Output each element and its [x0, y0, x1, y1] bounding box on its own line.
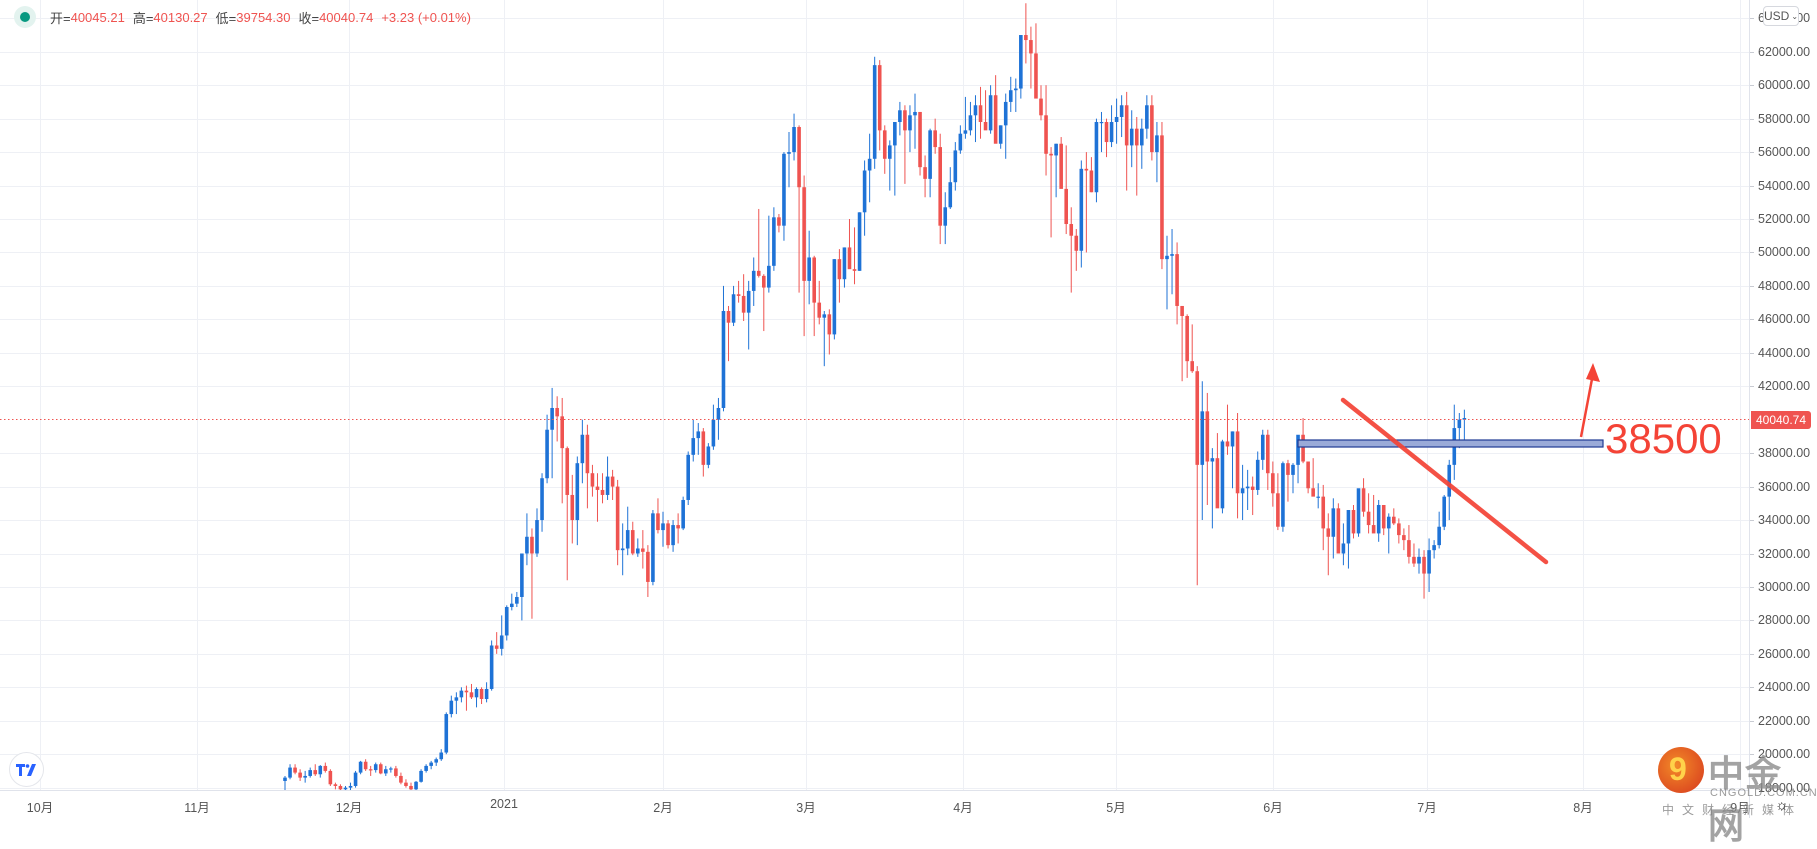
low-label: 低=: [215, 10, 237, 26]
ohlc-legend: 开= 40045.21 高= 40130.27 低= 39754.30 收= 40040…: [14, 6, 479, 28]
time-tick-label: 12月: [335, 801, 363, 815]
price-tick-label: 52000.00: [1758, 211, 1811, 226]
open-label: 开=: [50, 10, 71, 26]
price-tick-label: 32000.00: [1758, 546, 1811, 561]
price-tick-label: 26000.00: [1758, 646, 1811, 661]
time-tick-label: 4月: [953, 801, 973, 815]
change-value: +3.23 (+0.01%): [381, 9, 471, 25]
tradingview-logo[interactable]: [9, 752, 44, 787]
time-tick-label: 6月: [1263, 801, 1283, 815]
currency-selector-button[interactable]: USD ⌄: [1763, 6, 1799, 26]
drawing-overlays: [0, 363, 1749, 565]
candlestick-chart[interactable]: [0, 0, 1817, 818]
time-tick-label: 3月: [796, 801, 816, 815]
currency-label: USD: [1763, 9, 1790, 23]
price-tick-label: 44000.00: [1758, 345, 1811, 360]
time-tick-label: 2021: [490, 797, 518, 811]
grid-lines: [0, 0, 1754, 790]
close-value: 40040.74: [319, 9, 374, 25]
price-tick-label: 28000.00: [1758, 612, 1811, 627]
price-tick-label: 18000.00: [1758, 780, 1811, 795]
time-tick-label: 5月: [1106, 801, 1126, 815]
time-tick-label: 7月: [1417, 801, 1437, 815]
last-price-label: 40040.74: [1751, 411, 1811, 429]
price-tick-label: 50000.00: [1758, 244, 1811, 259]
time-tick-label: 2月: [653, 801, 673, 815]
status-dot-icon: [20, 12, 30, 22]
price-tick-label: 22000.00: [1758, 713, 1811, 728]
high-label: 高=: [132, 10, 154, 26]
open-value: 40045.21: [70, 9, 125, 25]
price-tick-label: 20000.00: [1758, 746, 1811, 761]
price-tick-label: 24000.00: [1758, 679, 1811, 694]
price-tick-label: 58000.00: [1758, 111, 1811, 126]
support-level-annotation: 38500: [1605, 415, 1722, 462]
price-tick-label: 60000.00: [1758, 77, 1811, 92]
price-tick-label: 42000.00: [1758, 378, 1811, 393]
time-tick-label: 10月: [26, 801, 54, 815]
candles: [283, 3, 1467, 790]
gear-icon[interactable]: ☼: [1775, 797, 1789, 814]
price-tick-label: 46000.00: [1758, 311, 1811, 326]
price-tick-label: 34000.00: [1758, 512, 1811, 527]
tradingview-logo-icon: [15, 763, 36, 776]
price-tick-label: 62000.00: [1758, 44, 1811, 59]
chevron-down-icon: ⌄: [1791, 11, 1799, 21]
market-status-indicator[interactable]: [14, 6, 36, 28]
time-tick-label: 11月: [184, 801, 210, 815]
high-value: 40130.27: [153, 9, 208, 25]
price-tick-label: 38000.00: [1758, 445, 1811, 460]
time-tick-label: 8月: [1573, 801, 1593, 815]
price-tick-label: 48000.00: [1758, 278, 1811, 293]
price-tick-label: 36000.00: [1758, 479, 1811, 494]
price-tick-label: 56000.00: [1758, 144, 1811, 159]
price-tick-label: 54000.00: [1758, 178, 1811, 193]
price-tick-label: 30000.00: [1758, 579, 1811, 594]
close-label: 收=: [298, 10, 320, 26]
time-tick-label: 9月: [1730, 801, 1750, 815]
low-value: 39754.30: [236, 9, 291, 25]
